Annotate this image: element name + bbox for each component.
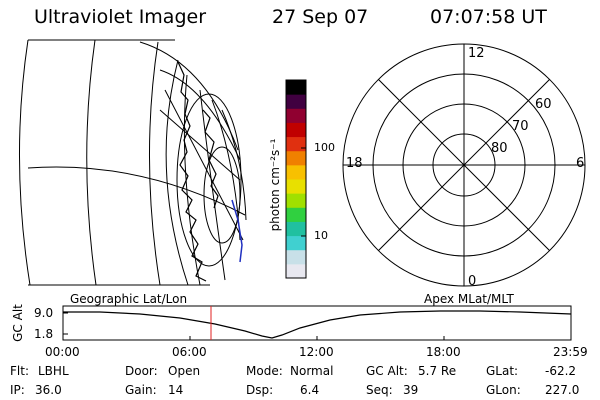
colorbar-tick-100: 100 bbox=[314, 141, 335, 154]
timeline-y-label: GC Alt bbox=[11, 304, 25, 342]
altitude-curve bbox=[63, 310, 572, 339]
lat-label-70: 70 bbox=[512, 119, 529, 134]
colorbar bbox=[285, 79, 307, 279]
geographic-map bbox=[19, 39, 247, 286]
ip-value: 36.0 bbox=[35, 383, 62, 397]
colorbar-segment bbox=[286, 263, 306, 279]
ip-label: IP: bbox=[10, 383, 25, 397]
x-tick-0600: 06:00 bbox=[172, 345, 207, 359]
colorbar-segment bbox=[286, 122, 306, 138]
gain-value: 14 bbox=[168, 383, 184, 397]
colorbar-segment bbox=[286, 150, 306, 166]
gc-alt-label: GC Alt: bbox=[366, 364, 408, 378]
y-tick-1.8: 1.8 bbox=[34, 327, 54, 341]
date-label: 27 Sep 07 bbox=[272, 6, 369, 28]
mlt-label-6: 6 bbox=[576, 156, 585, 171]
seq-label: Seq: bbox=[366, 383, 393, 397]
glat-label: GLat: bbox=[486, 364, 519, 378]
glon-label: GLon: bbox=[486, 383, 521, 397]
map-grid-arc bbox=[221, 109, 247, 221]
x-tick-0000: 00:00 bbox=[45, 345, 80, 359]
map-ellipse-inner bbox=[203, 146, 241, 244]
mlt-label-0: 0 bbox=[468, 274, 477, 289]
colorbar-segment bbox=[286, 207, 306, 222]
map-grid-arc bbox=[159, 69, 241, 161]
gain-label: Gain: bbox=[125, 383, 157, 397]
coastline-blue bbox=[231, 199, 243, 263]
map-grid-arc bbox=[139, 41, 239, 151]
colorbar-tick-10: 10 bbox=[314, 229, 328, 242]
lat-label-60: 60 bbox=[535, 97, 552, 112]
map-grid-line bbox=[27, 166, 246, 216]
dsp-label: Dsp: bbox=[246, 383, 274, 397]
colorbar-segment bbox=[286, 235, 306, 251]
time-label: 07:07:58 UT bbox=[430, 6, 547, 28]
colorbar-segment bbox=[286, 193, 306, 208]
dsp-value: 6.4 bbox=[300, 383, 320, 397]
glat-value: -62.2 bbox=[545, 364, 577, 378]
timeline-plot bbox=[62, 305, 572, 341]
lat-label-80: 80 bbox=[491, 141, 508, 156]
colorbar-frame bbox=[285, 79, 307, 279]
x-tick-1200: 12:00 bbox=[299, 345, 334, 359]
mode-label: Mode: bbox=[246, 364, 283, 378]
door-label: Door: bbox=[125, 364, 158, 378]
colorbar-segment bbox=[286, 179, 306, 194]
mlt-label-18: 18 bbox=[346, 156, 363, 171]
filter-label: Flt: bbox=[10, 364, 29, 378]
colorbar-segment bbox=[286, 249, 306, 265]
filter-value: LBHL bbox=[38, 364, 69, 378]
instrument-title: Ultraviolet Imager bbox=[34, 6, 207, 28]
map-border bbox=[28, 39, 210, 286]
colorbar-segment bbox=[286, 136, 306, 152]
timeline-right-label: Apex MLat/MLT bbox=[424, 292, 514, 306]
map-grid-arc bbox=[149, 41, 161, 286]
colorbar-segment bbox=[286, 221, 306, 237]
colorbar-segment bbox=[286, 80, 306, 95]
x-tick-1800: 18:00 bbox=[426, 345, 461, 359]
map-grid-arc bbox=[199, 89, 226, 281]
colorbar-segment bbox=[286, 94, 306, 109]
map-grid-line bbox=[159, 109, 241, 181]
timeline-left-label: Geographic Lat/Lon bbox=[70, 292, 188, 306]
map-grid-arc bbox=[86, 39, 97, 286]
colorbar-segment bbox=[286, 108, 306, 123]
polar-plot bbox=[342, 43, 586, 287]
colorbar-unit-label: photon cm⁻²s⁻¹ bbox=[268, 138, 282, 232]
glon-value: 227.0 bbox=[545, 383, 580, 397]
seq-value: 39 bbox=[403, 383, 419, 397]
polar-diagonal bbox=[378, 79, 550, 251]
map-ellipse bbox=[176, 93, 242, 267]
map-grid-line bbox=[164, 89, 244, 241]
y-tick-9: 9.0 bbox=[34, 306, 54, 320]
map-grid-arc bbox=[19, 39, 31, 286]
mlt-label-12: 12 bbox=[468, 46, 485, 61]
mode-value: Normal bbox=[290, 364, 334, 378]
x-tick-2359: 23:59 bbox=[553, 345, 588, 359]
coastline bbox=[177, 61, 219, 282]
colorbar-segment bbox=[286, 164, 306, 180]
map-grid-arc bbox=[165, 59, 189, 286]
gc-alt-value: 5.7 Re bbox=[418, 364, 457, 378]
door-value: Open bbox=[168, 364, 201, 378]
